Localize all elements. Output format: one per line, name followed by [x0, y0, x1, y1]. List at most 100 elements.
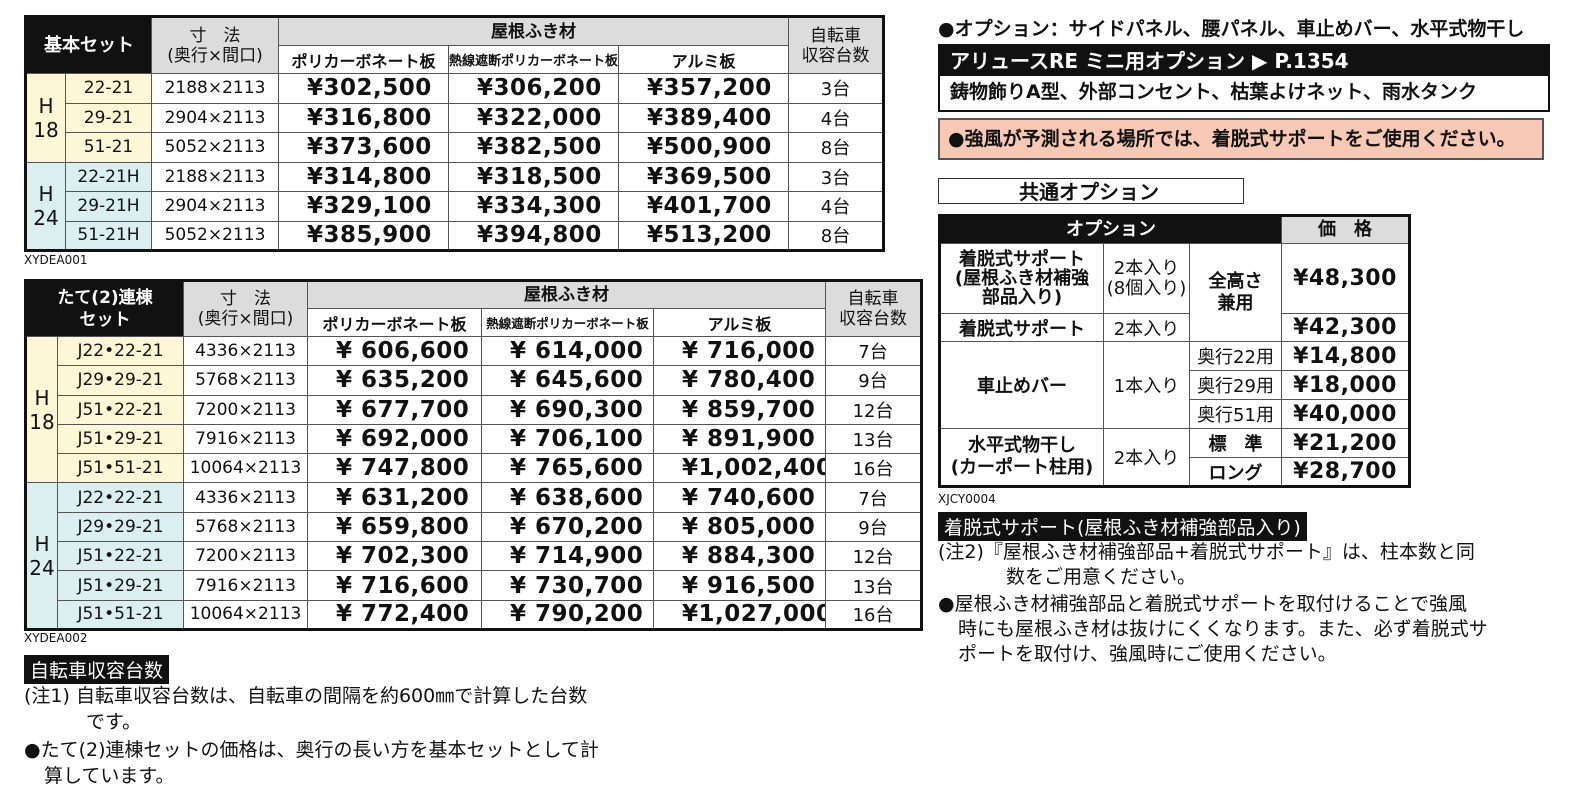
- dimension: 7200×2113: [183, 541, 308, 572]
- price-heat-block: ¥ 790,200: [481, 599, 654, 630]
- model-code: J22•22-21: [57, 482, 184, 513]
- opt3-name: 車止めバー: [939, 341, 1104, 429]
- opt3-variant-29: 奥行29用: [1188, 370, 1283, 400]
- dimension: 7200×2113: [183, 394, 308, 425]
- tandem-set-price-table: たて(2)連棟 セット 寸 法 (奥行×間口) 屋根ふき材 自転車 収容台数 ポリカー…: [24, 279, 924, 631]
- price-aluminum: ¥ 716,000: [652, 335, 827, 367]
- alyus-option-title: アリュースRE ミニ用オプション ▶ P.1354: [940, 46, 1548, 76]
- dimension: 7916×2113: [183, 570, 308, 601]
- table-code: XYDEA002: [24, 631, 88, 645]
- opt3-variant-51: 奥行51用: [1188, 399, 1283, 429]
- model-code: 51-21: [65, 132, 152, 163]
- common-options-table: オプション 価 格 着脱式サポート (屋根ふき材補強 部品入り) 2本入り (8個入り…: [938, 214, 1412, 488]
- bike-count: 4台: [788, 102, 885, 133]
- tandem-set-header: たて(2)連棟 セット: [25, 280, 184, 337]
- opt1-name-a: 着脱式サポート: [959, 249, 1085, 270]
- opt3-price-29: ¥18,000: [1281, 370, 1411, 400]
- note-3-line-b: 時にも屋根ふき材は抜けにくくなります。また、必ず着脱式サ: [958, 618, 1488, 640]
- roof-material-header: 屋根ふき材: [306, 280, 827, 309]
- roof-material-header: 屋根ふき材: [277, 16, 790, 46]
- note-tandem-line-a: ●たて(2)連棟セットの価格は、奥行の長い方を基本セットとして計: [24, 739, 599, 761]
- price-aluminum: ¥1,002,400: [652, 453, 827, 484]
- dimension-header-sub: (奥行×間口): [197, 309, 294, 329]
- opt1-note-b: 兼用: [1217, 292, 1254, 314]
- price-heat-block: ¥318,500: [448, 161, 619, 192]
- bike-capacity-label: 自転車収容台数: [24, 655, 170, 684]
- opt1-qty-a: 2本入り: [1113, 257, 1180, 279]
- opt1-note-a: 全高さ: [1208, 270, 1263, 292]
- bike-count: 8台: [788, 132, 885, 163]
- table-row: H 18 J22•22-21 4336×2113 ¥ 606,600 ¥ 614,000…: [25, 335, 923, 484]
- bike-count: 4台: [788, 191, 885, 222]
- note-3-line-a: ●屋根ふき材補強部品と着脱式サポートを取付けることで強風: [938, 593, 1468, 615]
- alyus-option-items: 鋳物飾りA型、外部コンセント、枯葉よけネット、雨水タンク: [950, 81, 1477, 103]
- height-group-label: H 18: [25, 73, 66, 163]
- opt4-qty: 2本入り: [1103, 428, 1190, 487]
- model-code: J51•22-21: [57, 541, 184, 572]
- table-row: 51-21 5052×2113 ¥373,600 ¥382,500 ¥500,900 8台: [26, 132, 885, 163]
- dimension: 4336×2113: [183, 335, 308, 367]
- opt1-name-c: 部品入り): [981, 287, 1063, 308]
- bike-count: 3台: [788, 73, 885, 104]
- opt1-qty-b: (8個入り): [1106, 277, 1187, 299]
- price-polycarbonate: ¥ 659,800: [307, 511, 482, 543]
- price-aluminum: ¥ 891,900: [652, 423, 827, 455]
- opt1-qty: 2本入り (8個入り): [1103, 243, 1190, 314]
- wind-notice: ●強風が予測される場所では、着脱式サポートをご使用ください。: [938, 118, 1544, 160]
- opt4-name-a: 水平式物干し: [968, 435, 1076, 456]
- model-code: 29-21: [65, 102, 152, 133]
- opt4-price-long: ¥28,700: [1281, 457, 1411, 487]
- price-heat-block: ¥ 645,600: [481, 365, 654, 396]
- bike-count: 13台: [825, 423, 923, 455]
- price-aluminum: ¥ 780,400: [652, 365, 827, 396]
- price-aluminum: ¥ 740,600: [652, 482, 827, 513]
- tandem-set-header-l2: セット: [79, 310, 131, 330]
- model-code: 29-21H: [65, 191, 152, 222]
- price-aluminum: ¥500,900: [617, 132, 790, 163]
- price-heat-block: ¥334,300: [448, 191, 619, 222]
- dimension: 2188×2113: [151, 161, 279, 192]
- price-aluminum: ¥1,027,000: [652, 599, 827, 630]
- price-polycarbonate: ¥ 635,200: [307, 365, 482, 396]
- dimension: 4336×2113: [183, 482, 308, 513]
- price-aluminum: ¥ 884,300: [652, 541, 827, 572]
- price-polycarbonate: ¥314,800: [278, 161, 449, 192]
- opt1-price: ¥48,300: [1281, 243, 1411, 314]
- opt3-qty: 1本入り: [1103, 341, 1190, 429]
- dimension-header-label: 寸 法: [220, 289, 271, 309]
- note-2-line-a: (注2)『屋根ふき材補強部品+着脱式サポート』は、柱本数と同: [938, 541, 1475, 563]
- price-polycarbonate: ¥ 747,800: [307, 453, 482, 484]
- bike-count: 16台: [825, 453, 923, 484]
- height-group-label: H 24: [25, 161, 66, 251]
- basic-set-price-table: 基本セット 寸 法 (奥行×間口) 屋根ふき材 自転車 収容台数 ポリカーボネート板…: [24, 15, 886, 252]
- bike-capacity-header-l2: 収容台数: [839, 309, 908, 329]
- tandem-set-rows: H 18 J22•22-21 4336×2113 ¥ 606,600 ¥ 614,000…: [25, 335, 923, 630]
- dimension: 5052×2113: [151, 220, 279, 251]
- price-polycarbonate: ¥316,800: [278, 102, 449, 133]
- bike-capacity-header-l1: 自転車: [810, 25, 862, 46]
- price-heat-block: ¥ 706,100: [481, 423, 654, 455]
- note-1-line-a: (注1) 自転車収容台数は、自転車の間隔を約600㎜で計算した台数: [24, 685, 588, 707]
- material-polycarbonate: ポリカーボネート板: [307, 308, 482, 337]
- table-row: J29•29-21 5768×2113 ¥ 659,800 ¥ 670,200 ¥ 80…: [26, 511, 923, 543]
- dimension: 7916×2113: [183, 423, 308, 455]
- dimension: 2188×2113: [151, 73, 279, 104]
- model-code: J22•22-21: [57, 335, 184, 367]
- price-aluminum: ¥357,200: [617, 73, 790, 104]
- table-row: H 24 J22•22-21 4336×2113 ¥ 631,200 ¥ 638,600…: [25, 482, 923, 630]
- table-row: 51-21H 5052×2113 ¥385,900 ¥394,800 ¥513,200 8…: [26, 220, 885, 251]
- material-heat-block: 熱線遮断ポリカーボネート板: [448, 45, 619, 74]
- table-row: H 18 22-21 2188×2113 ¥302,500 ¥306,200 ¥357,2…: [25, 73, 885, 163]
- table-row: J51•29-21 7916×2113 ¥ 716,600 ¥ 730,700 ¥ 91…: [26, 570, 923, 601]
- note-1-line-b: です。: [86, 711, 142, 733]
- opt4-variant-standard: 標 準: [1188, 428, 1283, 458]
- model-code: 22-21H: [65, 161, 152, 192]
- height-group-label: H 24: [25, 482, 58, 630]
- price-polycarbonate: ¥ 631,200: [307, 482, 482, 513]
- bike-capacity-header: 自転車 収容台数: [788, 16, 885, 74]
- dimension-header: 寸 法 (奥行×間口): [151, 16, 279, 74]
- model-code: J51•29-21: [57, 570, 184, 601]
- price-aluminum: ¥ 859,700: [652, 394, 827, 425]
- table-code: XYDEA001: [24, 253, 88, 267]
- model-code: J51•51-21: [57, 599, 184, 630]
